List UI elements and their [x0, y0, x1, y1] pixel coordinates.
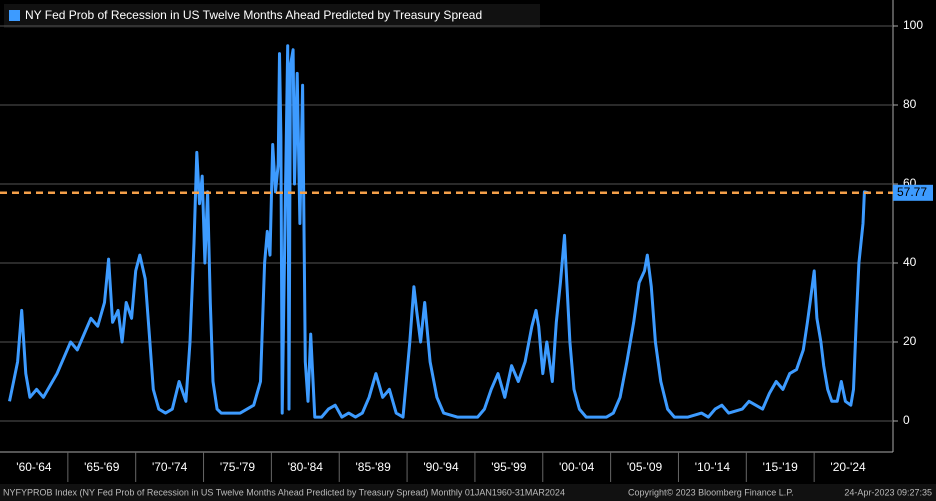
x-tick-label: '95-'99	[491, 460, 527, 474]
footer-center: Copyright© 2023 Bloomberg Finance L.P.	[628, 487, 794, 497]
y-tick-label: 20	[903, 334, 917, 348]
x-tick-label: '75-'79	[220, 460, 256, 474]
x-tick-label: '90-'94	[423, 460, 459, 474]
y-tick-label: 0	[903, 413, 910, 427]
x-tick-label: '20-'24	[830, 460, 866, 474]
last-value-label: 57.77	[897, 185, 927, 199]
x-tick-label: '85-'89	[356, 460, 392, 474]
footer	[0, 484, 936, 501]
x-tick-label: '60-'64	[16, 460, 52, 474]
footer-right: 24-Apr-2023 09:27:35	[844, 487, 932, 497]
legend-label: NY Fed Prob of Recession in US Twelve Mo…	[25, 8, 482, 22]
y-tick-label: 100	[903, 18, 923, 32]
y-tick-label: 40	[903, 255, 917, 269]
x-tick-label: '10-'14	[695, 460, 731, 474]
y-tick-label: 80	[903, 97, 917, 111]
x-tick-label: '00-'04	[559, 460, 595, 474]
series-line	[8, 44, 869, 419]
x-tick-label: '15-'19	[763, 460, 799, 474]
footer-left: NYFYPROB Index (NY Fed Prob of Recession…	[3, 487, 565, 497]
x-tick-label: '65-'69	[84, 460, 120, 474]
legend-swatch	[9, 10, 20, 21]
x-tick-label: '70-'74	[152, 460, 188, 474]
last-value-box	[893, 184, 933, 201]
legend	[4, 4, 540, 28]
x-tick-label: '05-'09	[627, 460, 663, 474]
x-tick-label: '80-'84	[288, 460, 324, 474]
